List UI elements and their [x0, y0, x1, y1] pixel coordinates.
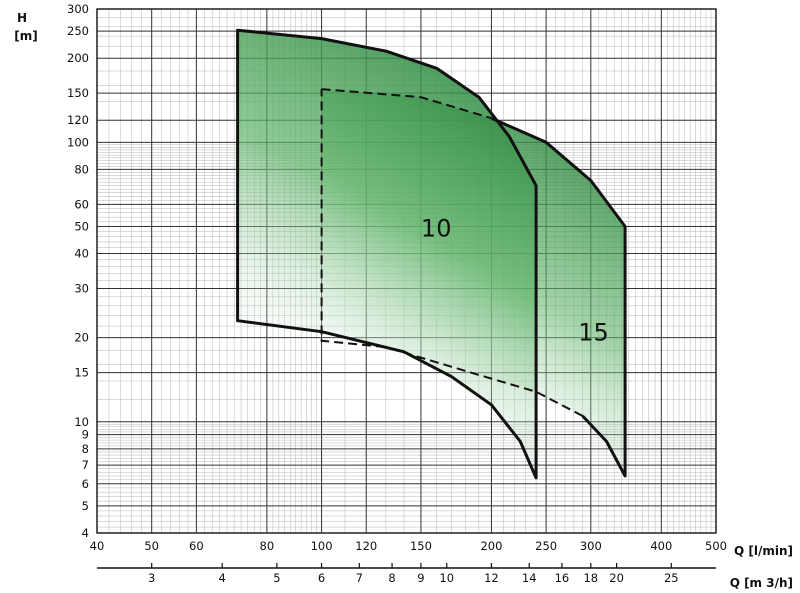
y-tick-label: 5: [82, 499, 89, 513]
y-tick-label: 60: [74, 197, 89, 211]
x-tick-label: 500: [705, 539, 727, 553]
y-tick-label: 15: [74, 366, 89, 380]
outline-series-15-right: [490, 116, 627, 478]
curve-outlines: [236, 28, 627, 480]
outline-series-15-bottom: [320, 89, 583, 417]
y-tick-label: 80: [74, 162, 89, 176]
secondary-tick-label: 10: [439, 571, 454, 585]
secondary-tick-label: 7: [356, 571, 363, 585]
series-label-15: 15: [578, 319, 609, 347]
curve-labels: 10 15: [421, 215, 609, 347]
outline-series-10: [236, 28, 538, 480]
x-tick-label: 100: [311, 539, 333, 553]
y-tick-label: 9: [82, 428, 89, 442]
y-axis-unit: [m]: [14, 29, 37, 43]
secondary-tick-label: 4: [219, 571, 226, 585]
y-axis-title: H: [17, 11, 27, 25]
y-tick-label: 10: [74, 415, 89, 429]
y-tick-label: 7: [82, 458, 89, 472]
x-tick-label: 250: [535, 539, 557, 553]
y-tick-label: 6: [82, 477, 89, 491]
secondary-tick-label: 5: [273, 571, 280, 585]
secondary-tick-label: 9: [417, 571, 424, 585]
x-tick-label: 150: [410, 539, 432, 553]
y-tick-label: 4: [82, 526, 89, 540]
secondary-tick-label: 14: [522, 571, 537, 585]
secondary-tick-label: 3: [148, 571, 155, 585]
secondary-axis-title: Q [m 3/h]: [730, 576, 793, 590]
y-tick-label: 250: [67, 24, 89, 38]
y-tick-label: 150: [67, 86, 89, 100]
y-tick-label: 100: [67, 135, 89, 149]
y-tick-label: 50: [74, 219, 89, 233]
x-axis-title: Q [l/min]: [734, 544, 793, 558]
y-tick-label: 300: [67, 2, 89, 16]
secondary-tick-label: 25: [664, 571, 679, 585]
x-tick-label: 80: [260, 539, 275, 553]
x-tick-label: 60: [189, 539, 204, 553]
y-tick-label: 40: [74, 247, 89, 261]
x-tick-label: 50: [144, 539, 159, 553]
x-tick-label: 300: [580, 539, 602, 553]
series-label-10: 10: [421, 215, 452, 243]
secondary-tick-label: 16: [555, 571, 570, 585]
secondary-tick-label: 8: [388, 571, 395, 585]
x-tick-label: 400: [650, 539, 672, 553]
y-tick-label: 8: [82, 442, 89, 456]
x-tick-label: 200: [480, 539, 502, 553]
y-tick-label: 20: [74, 331, 89, 345]
secondary-tick-label: 6: [318, 571, 325, 585]
outline-series-15-top: [321, 88, 492, 120]
plot-frame: [96, 8, 717, 534]
axis-labels: 4567891015203040506080100120150200250300…: [14, 2, 793, 590]
secondary-tick-label: 12: [484, 571, 499, 585]
performance-areas: [237, 30, 626, 478]
secondary-tick-label: 18: [583, 571, 598, 585]
secondary-tick-label: 20: [609, 571, 624, 585]
y-tick-label: 200: [67, 51, 89, 65]
y-tick-label: 120: [67, 113, 89, 127]
y-tick-label: 30: [74, 281, 89, 295]
x-tick-label: 120: [355, 539, 377, 553]
area-series-15: [321, 89, 626, 476]
x-tick-label: 40: [90, 539, 105, 553]
